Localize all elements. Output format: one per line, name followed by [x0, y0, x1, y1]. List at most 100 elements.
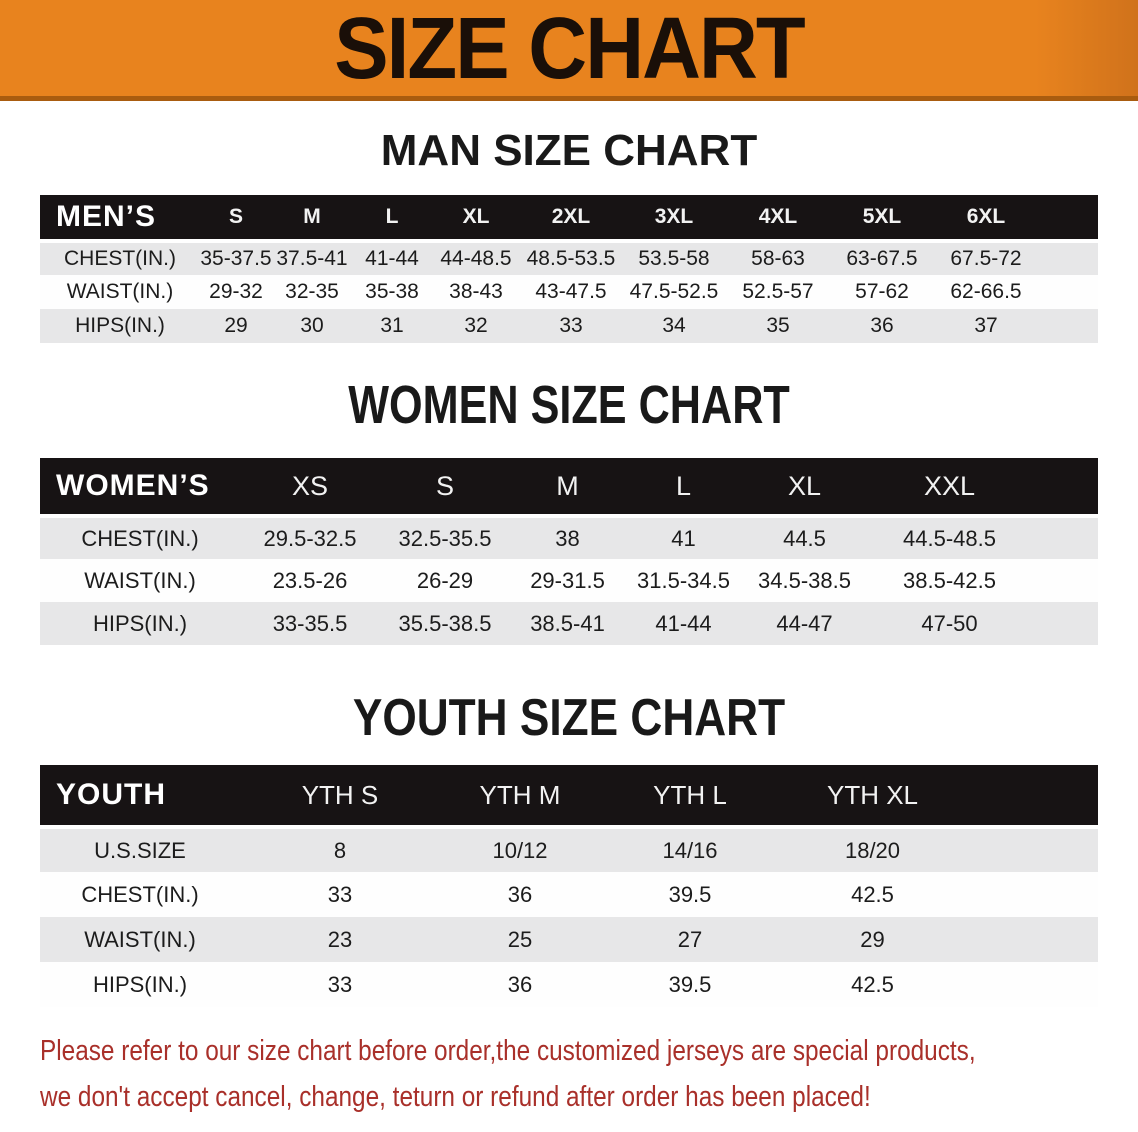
size-value-cell: 32 — [464, 314, 488, 337]
size-value-cell: 44-47 — [776, 610, 833, 636]
filler-cell — [965, 765, 1098, 829]
size-value-cell: 23 — [327, 926, 353, 952]
youth-section-heading: YOUTH SIZE CHART — [352, 689, 786, 747]
size-column-header: S — [380, 458, 510, 518]
size-value-cell: 44.5-48.5 — [903, 525, 996, 551]
size-value-cell: 23.5-26 — [272, 567, 348, 593]
size-column-header: XXL — [867, 458, 1032, 518]
measurement-row: U.S.SIZE 8 10/12 14/16 18/20 — [40, 827, 1098, 872]
size-value-cell: 36 — [507, 971, 533, 997]
measurement-row-label: CHEST(IN.) — [81, 525, 199, 551]
size-value-cell: 41-44 — [655, 610, 712, 636]
filler-cell — [965, 962, 1098, 1007]
size-column-header: 2XL — [520, 195, 622, 243]
size-column-header: XS — [240, 458, 380, 518]
filler-cell — [1032, 516, 1098, 559]
womens-size-table: WOMEN’S XS S M L XL XXL CHEST(IN.) 29.5-32.5 32.… — [40, 458, 1098, 645]
size-value-cell: 47-50 — [921, 610, 978, 636]
size-value-cell: 58-63 — [751, 247, 805, 270]
size-value-cell: 36 — [507, 881, 533, 907]
size-value-cell: 39.5 — [668, 881, 712, 907]
page-title: SIZE CHART — [334, 0, 805, 97]
size-value-cell: 26-29 — [416, 567, 474, 593]
women-section-heading: WOMEN SIZE CHART — [348, 375, 790, 435]
measurement-row-label: CHEST(IN.) — [64, 247, 176, 270]
men-group-label: MEN’S — [40, 195, 200, 243]
size-column-header: L — [352, 195, 432, 243]
size-value-cell: 42.5 — [851, 881, 894, 907]
size-column-header: S — [200, 195, 272, 243]
size-column-header: YTH M — [440, 765, 600, 829]
size-value-cell: 37 — [974, 314, 998, 337]
table-header-row: YOUTH YTH S YTH M YTH L YTH XL — [40, 765, 1098, 829]
size-value-cell: 35.5-38.5 — [398, 610, 492, 636]
size-value-cell: 44.5 — [783, 525, 826, 551]
size-column-header: YTH L — [600, 765, 780, 829]
size-value-cell: 47.5-52.5 — [629, 280, 719, 303]
size-value-cell: 36 — [870, 314, 894, 337]
measurement-row: HIPS(IN.) 29 30 31 32 33 34 35 36 37 — [40, 309, 1098, 343]
size-value-cell: 38 — [555, 525, 580, 551]
size-value-cell: 33 — [559, 314, 583, 337]
size-value-cell: 38.5-41 — [530, 610, 605, 636]
measurement-row-label: HIPS(IN.) — [75, 314, 165, 337]
measurement-row: HIPS(IN.) 33-35.5 35.5-38.5 38.5-41 41-44 44-… — [40, 602, 1098, 645]
size-value-cell: 34.5-38.5 — [758, 567, 851, 593]
size-value-cell: 52.5-57 — [742, 280, 814, 303]
size-value-cell: 14/16 — [662, 837, 718, 863]
filler-cell — [965, 827, 1098, 872]
filler-cell — [1032, 602, 1098, 645]
measurement-row-label: U.S.SIZE — [94, 837, 186, 863]
size-value-cell: 35-37.5 — [200, 247, 272, 270]
size-value-cell: 43-47.5 — [535, 280, 607, 303]
size-value-cell: 35-38 — [365, 280, 419, 303]
size-column-header: XL — [742, 458, 867, 518]
size-value-cell: 38.5-42.5 — [903, 567, 996, 593]
measurement-row: WAIST(IN.) 29-32 32-35 35-38 38-43 43-47.5 47.… — [40, 275, 1098, 309]
size-value-cell: 31 — [380, 314, 404, 337]
size-value-cell: 30 — [300, 314, 324, 337]
filler-cell — [1038, 275, 1098, 309]
measurement-row-label: WAIST(IN.) — [84, 926, 196, 952]
table-header-row: WOMEN’S XS S M L XL XXL — [40, 458, 1098, 518]
banner: SIZE CHART — [0, 0, 1138, 101]
filler-cell — [1032, 559, 1098, 602]
size-column-header: M — [272, 195, 352, 243]
measurement-row-label: HIPS(IN.) — [92, 610, 188, 636]
size-column-header: 5XL — [830, 195, 934, 243]
size-column-header: 6XL — [934, 195, 1038, 243]
size-column-header: M — [510, 458, 625, 518]
size-column-header: 4XL — [726, 195, 830, 243]
size-column-header: YTH S — [240, 765, 440, 829]
size-value-cell: 41 — [671, 525, 696, 551]
size-value-cell: 32.5-35.5 — [398, 525, 492, 551]
size-value-cell: 41-44 — [365, 247, 419, 270]
measurement-row: HIPS(IN.) 33 36 39.5 42.5 — [40, 962, 1098, 1007]
size-value-cell: 53.5-58 — [638, 247, 710, 270]
filler-cell — [1038, 309, 1098, 343]
size-value-cell: 39.5 — [668, 971, 712, 997]
size-value-cell: 18/20 — [844, 837, 901, 863]
size-value-cell: 10/12 — [492, 837, 548, 863]
notice-line-2: we don't accept cancel, change, teturn o… — [40, 1081, 871, 1113]
filler-cell — [965, 917, 1098, 962]
size-value-cell: 48.5-53.5 — [526, 247, 616, 270]
size-value-cell: 57-62 — [855, 280, 909, 303]
size-value-cell: 25 — [507, 926, 533, 952]
size-value-cell: 38-43 — [449, 280, 503, 303]
size-value-cell: 33 — [327, 971, 353, 997]
size-value-cell: 35 — [766, 314, 790, 337]
filler-cell — [1032, 458, 1098, 518]
size-value-cell: 67.5-72 — [950, 247, 1022, 270]
size-column-header: XL — [432, 195, 520, 243]
measurement-row: WAIST(IN.) 23 25 27 29 — [40, 917, 1098, 962]
size-column-header: L — [625, 458, 742, 518]
measurement-row-label: CHEST(IN.) — [81, 881, 199, 907]
size-value-cell: 63-67.5 — [846, 247, 918, 270]
measurement-row: CHEST(IN.) 35-37.5 37.5-41 41-44 44-48.5 48.5… — [40, 241, 1098, 275]
table-header-row: MEN’S S M L XL 2XL 3XL 4XL 5XL 6XL — [40, 195, 1098, 243]
filler-cell — [965, 872, 1098, 917]
man-section-heading: MAN SIZE CHART — [380, 126, 758, 175]
filler-cell — [1038, 195, 1098, 243]
